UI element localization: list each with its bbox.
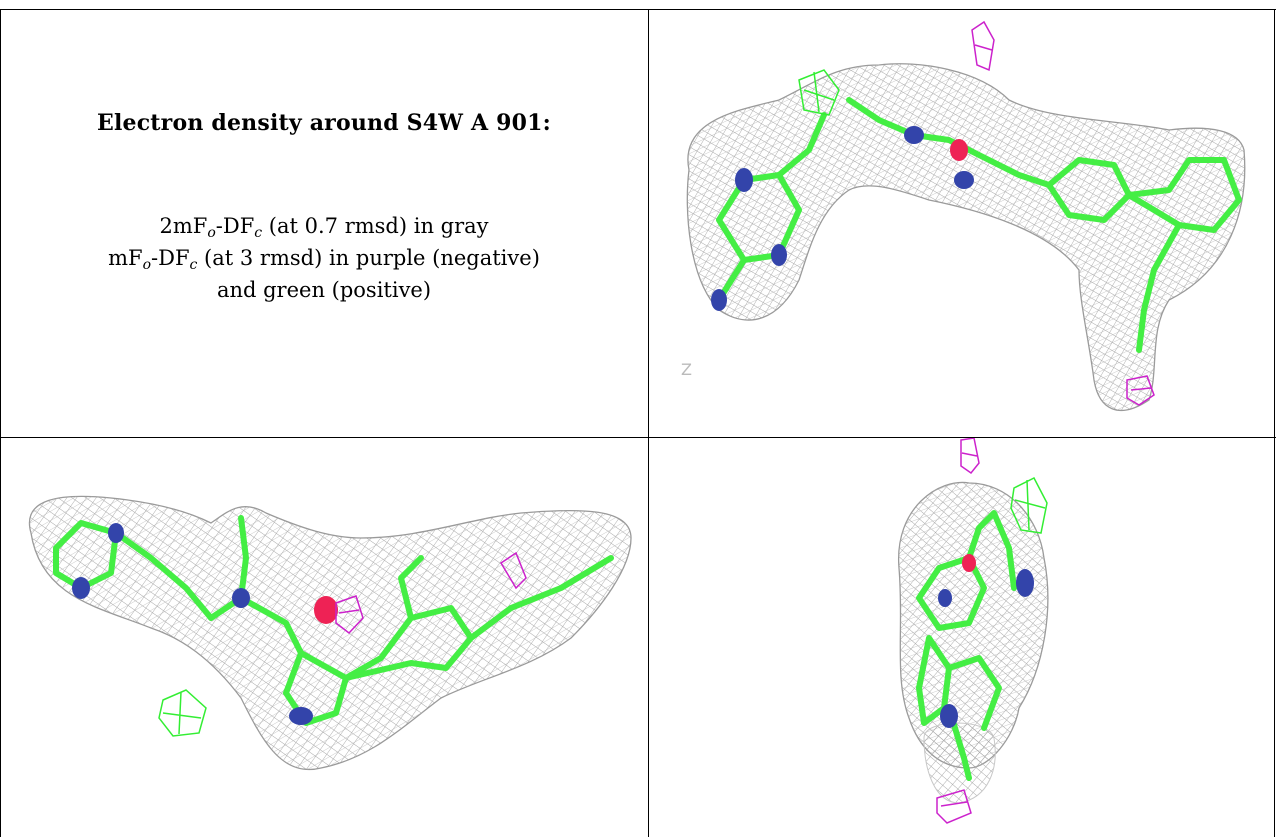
- oxygen-atoms: [950, 139, 968, 161]
- table-border-right: [1274, 9, 1275, 837]
- table-border-top: [0, 9, 1276, 10]
- density-view-top-right: Z: [649, 10, 1274, 437]
- nitrogen-atoms: [72, 523, 313, 725]
- oxygen-atoms: [314, 596, 338, 624]
- table-border-left: [0, 9, 1, 837]
- negative-density-mesh: [335, 551, 527, 635]
- caption-line-colors: and green (positive): [216, 278, 432, 302]
- axis-label: Z: [681, 360, 692, 379]
- caption-line-fofc: mFo-DFc (at 3 rmsd) in purple (negative): [108, 246, 540, 273]
- positive-density-mesh: [158, 689, 207, 737]
- caption-cell: Electron density around S4W A 901: 2mFo-…: [0, 10, 648, 437]
- table-row-divider: [0, 437, 1276, 438]
- positive-density-mesh: [798, 69, 840, 116]
- density-image-3: [898, 438, 1049, 824]
- density-view-bottom-left: [1, 438, 648, 837]
- caption-description: 2mFo-DFc (at 0.7 rmsd) in gray mFo-DFc (…: [0, 210, 648, 306]
- caption-line-2fofc: 2mFo-DFc (at 0.7 rmsd) in gray: [159, 214, 489, 241]
- negative-density-mesh: [971, 20, 1155, 406]
- table-column-divider: [648, 9, 649, 837]
- negative-density-mesh: [936, 438, 980, 824]
- density-image-1: Z: [681, 20, 1246, 411]
- caption-title: Electron density around S4W A 901:: [96, 110, 551, 136]
- oxygen-atoms: [962, 554, 976, 572]
- mesh-2fofc: [686, 63, 1246, 411]
- nitrogen-atoms: [711, 126, 974, 311]
- nitrogen-atoms: [938, 569, 1034, 728]
- density-image-2: [28, 495, 632, 771]
- mesh-2fofc: [28, 495, 632, 771]
- ligand-model: [716, 97, 1242, 353]
- positive-density-mesh: [1010, 476, 1048, 534]
- density-view-bottom-right: [649, 438, 1274, 837]
